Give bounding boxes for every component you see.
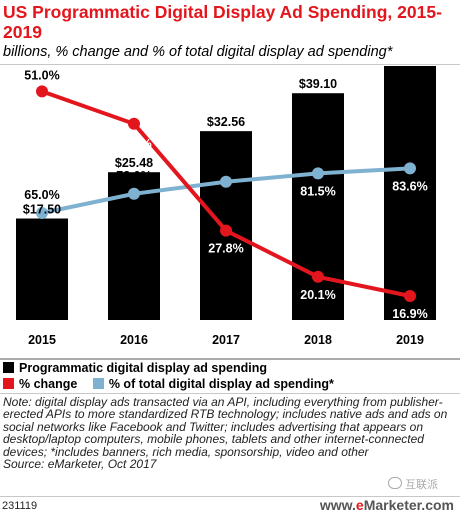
change-label-2017: 27.8% (208, 242, 243, 256)
share-point-2015 (36, 207, 48, 219)
x-tick-2017: 2017 (212, 333, 240, 347)
chart-canvas: $17.50 2015 $25.48 2016 $32.56 2017 $39.10 2018… (16, 66, 436, 347)
x-tick-2019: 2019 (396, 333, 424, 347)
share-point-2017 (220, 175, 232, 188)
change-label-2019: 16.9% (392, 307, 427, 321)
wechat-icon (388, 477, 402, 489)
watermark: 互联派 (388, 476, 438, 492)
x-tick-2015: 2015 (28, 333, 56, 347)
change-point-2015 (36, 85, 48, 98)
legend-item-share: % of total digital display ad spending* (92, 377, 334, 391)
change-label-2016: 45.6% (116, 137, 151, 151)
chart-title: US Programmatic Digital Display Ad Spend… (3, 2, 442, 42)
share-label-2016: 73.0% (116, 169, 151, 183)
share-point-2019 (404, 162, 416, 175)
brand-highlight: e (355, 497, 364, 513)
bar-label-2016: $25.48 (115, 156, 153, 170)
labels-layer: $17.50 2015 $25.48 2016 $32.56 2017 $39.10 2018… (23, 68, 428, 347)
share-label-2017: 78.0% (208, 157, 243, 171)
brand-prefix: www. (319, 497, 356, 513)
share-label-2018: 81.5% (300, 184, 335, 198)
brand-rest: Marketer.com (363, 497, 454, 513)
note-divider (0, 393, 460, 394)
legend-swatch-bar-icon (3, 362, 14, 373)
footer-divider (0, 496, 460, 497)
change-point-2017 (220, 224, 232, 237)
legend-swatch-change-icon (3, 378, 14, 389)
legend-row-1: Programmatic digital display ad spending (3, 361, 279, 375)
change-label-2018: 20.1% (300, 288, 335, 302)
brand-link[interactable]: www.eMarketer.com (320, 497, 454, 513)
watermark-text: 互联派 (405, 479, 438, 491)
x-tick-2016: 2016 (120, 333, 148, 347)
change-point-2019 (404, 290, 416, 302)
legend-row-2: % change % of total digital display ad s… (3, 377, 346, 391)
bar-2015 (16, 218, 68, 320)
change-label-2015: 51.0% (24, 68, 59, 82)
x-tick-2018: 2018 (304, 333, 332, 347)
share-point-2016 (128, 187, 140, 200)
source-text: Source: eMarketer, Oct 2017 (3, 457, 157, 472)
bar-label-2015: $17.50 (23, 203, 61, 217)
note-text: Note: digital display ads transacted via… (3, 395, 448, 459)
bar-2018 (292, 93, 344, 320)
change-point-2016 (128, 117, 140, 130)
axis-divider (0, 358, 460, 360)
bar-label-2018: $39.10 (299, 77, 337, 91)
header-divider (0, 64, 460, 65)
legend-item-change: % change (3, 377, 77, 391)
change-point-2018 (312, 270, 324, 283)
share-label-2015: 65.0% (24, 188, 59, 202)
legend-swatch-share-icon (92, 378, 104, 389)
share-point-2018 (312, 167, 324, 180)
legend-item-spending: Programmatic digital display ad spending (3, 361, 267, 375)
bar-2019 (384, 66, 436, 320)
legend-label-change: % change (19, 377, 78, 391)
chart-subtitle: billions, % change and % of total digita… (3, 44, 393, 60)
chart-id: 231119 (2, 500, 38, 512)
legend-label-share: % of total digital display ad spending* (108, 377, 334, 391)
bar-label-2017: $32.56 (207, 115, 245, 129)
share-label-2019: 83.6% (392, 179, 427, 193)
chart-note: Note: digital display ads transacted via… (3, 395, 458, 472)
lines-layer (36, 85, 416, 302)
legend-label-spending: Programmatic digital display ad spending (19, 361, 267, 375)
bars-layer (16, 66, 436, 320)
